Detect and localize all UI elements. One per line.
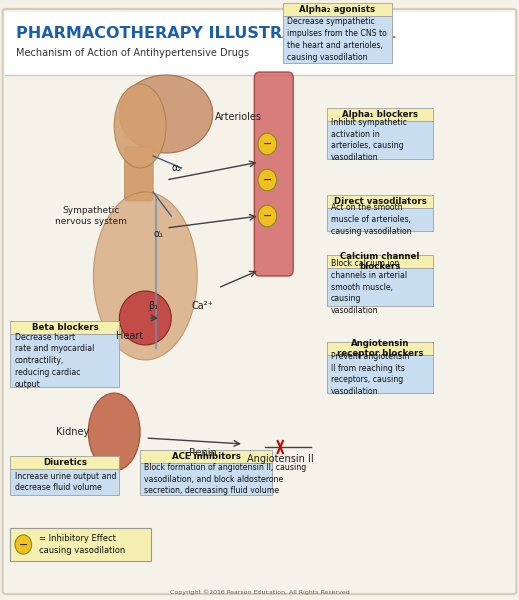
FancyBboxPatch shape — [327, 121, 433, 159]
Circle shape — [15, 535, 32, 554]
Text: β₁: β₁ — [148, 301, 158, 311]
Circle shape — [258, 133, 277, 155]
Text: Decrease sympathetic
impulses from the CNS to
the heart and arterioles,
causing : Decrease sympathetic impulses from the C… — [287, 17, 387, 62]
FancyBboxPatch shape — [327, 195, 433, 208]
Text: Alpha₁ blockers: Alpha₁ blockers — [342, 110, 418, 119]
Text: Renin: Renin — [188, 448, 216, 458]
FancyBboxPatch shape — [140, 463, 272, 495]
Text: Heart: Heart — [116, 331, 143, 341]
Text: = Inhibitory Effect
causing vasodilation: = Inhibitory Effect causing vasodilation — [39, 534, 125, 555]
Text: 34.1: 34.1 — [358, 25, 398, 40]
FancyBboxPatch shape — [3, 9, 516, 594]
Text: Direct vasodilators: Direct vasodilators — [334, 197, 427, 206]
Text: Inhibit sympathetic
activation in
arterioles, causing
vasodilation: Inhibit sympathetic activation in arteri… — [331, 118, 407, 162]
Ellipse shape — [88, 393, 140, 471]
Text: Copyright ©2016 Pearson Education, All Rights Reserved: Copyright ©2016 Pearson Education, All R… — [170, 590, 349, 595]
Text: Arterioles: Arterioles — [215, 112, 262, 122]
Text: Increase urine output and
decrease fluid volume: Increase urine output and decrease fluid… — [15, 472, 116, 493]
FancyBboxPatch shape — [5, 12, 514, 75]
Text: Beta blockers: Beta blockers — [32, 323, 98, 332]
FancyBboxPatch shape — [283, 3, 392, 16]
Text: Block calcium ion
channels in arterial
smooth muscle,
causing
vasodilation: Block calcium ion channels in arterial s… — [331, 259, 407, 315]
FancyBboxPatch shape — [327, 342, 433, 355]
Text: Prevent angiotensin
II from reaching its
receptors, causing
vasodilation: Prevent angiotensin II from reaching its… — [331, 352, 409, 396]
FancyBboxPatch shape — [140, 450, 272, 463]
Text: Mechanism of Action of Antihypertensive Drugs: Mechanism of Action of Antihypertensive … — [16, 48, 249, 58]
Text: −: − — [19, 539, 28, 550]
Text: α₂: α₂ — [171, 163, 182, 173]
FancyBboxPatch shape — [10, 321, 119, 334]
Text: Block formation of angiotensin II, causing
vasodilation, and block aldosterone
s: Block formation of angiotensin II, causi… — [144, 463, 307, 496]
Ellipse shape — [93, 192, 197, 360]
Circle shape — [258, 205, 277, 227]
Ellipse shape — [119, 291, 171, 345]
FancyBboxPatch shape — [10, 456, 119, 469]
FancyBboxPatch shape — [10, 469, 119, 495]
Ellipse shape — [114, 84, 166, 168]
FancyBboxPatch shape — [327, 355, 433, 393]
FancyBboxPatch shape — [327, 268, 433, 306]
Text: Diuretics: Diuretics — [43, 458, 87, 467]
FancyBboxPatch shape — [10, 528, 151, 561]
FancyBboxPatch shape — [283, 16, 392, 63]
Text: −: − — [263, 175, 272, 185]
Text: α₁: α₁ — [153, 229, 163, 239]
Ellipse shape — [119, 75, 213, 153]
FancyBboxPatch shape — [10, 334, 119, 387]
Text: Sympathetic
nervous system: Sympathetic nervous system — [55, 206, 127, 226]
FancyBboxPatch shape — [327, 255, 433, 268]
Text: ACE inhibitors: ACE inhibitors — [172, 452, 241, 461]
Text: Calcium channel
blockers: Calcium channel blockers — [340, 252, 420, 271]
Text: PHARMACOTHERAPY ILLUSTRATED: PHARMACOTHERAPY ILLUSTRATED — [16, 25, 328, 40]
Text: Angiotensin
receptor blockers: Angiotensin receptor blockers — [337, 339, 424, 358]
FancyBboxPatch shape — [327, 208, 433, 231]
Text: Ca²⁺: Ca²⁺ — [192, 301, 213, 311]
Text: −: − — [263, 139, 272, 149]
Text: Act on the smooth
muscle of arterioles,
causing vasodilation: Act on the smooth muscle of arterioles, … — [331, 203, 412, 236]
FancyBboxPatch shape — [254, 72, 293, 276]
FancyBboxPatch shape — [125, 147, 153, 201]
Text: Kidney: Kidney — [56, 427, 89, 437]
Text: Decrease heart
rate and myocardial
contractility,
reducing cardiac
output: Decrease heart rate and myocardial contr… — [15, 332, 94, 389]
FancyBboxPatch shape — [327, 108, 433, 121]
Circle shape — [258, 169, 277, 191]
Text: Angiotensin II: Angiotensin II — [247, 454, 313, 464]
Text: −: − — [263, 211, 272, 221]
Text: Alpha₂ agonists: Alpha₂ agonists — [299, 5, 375, 14]
